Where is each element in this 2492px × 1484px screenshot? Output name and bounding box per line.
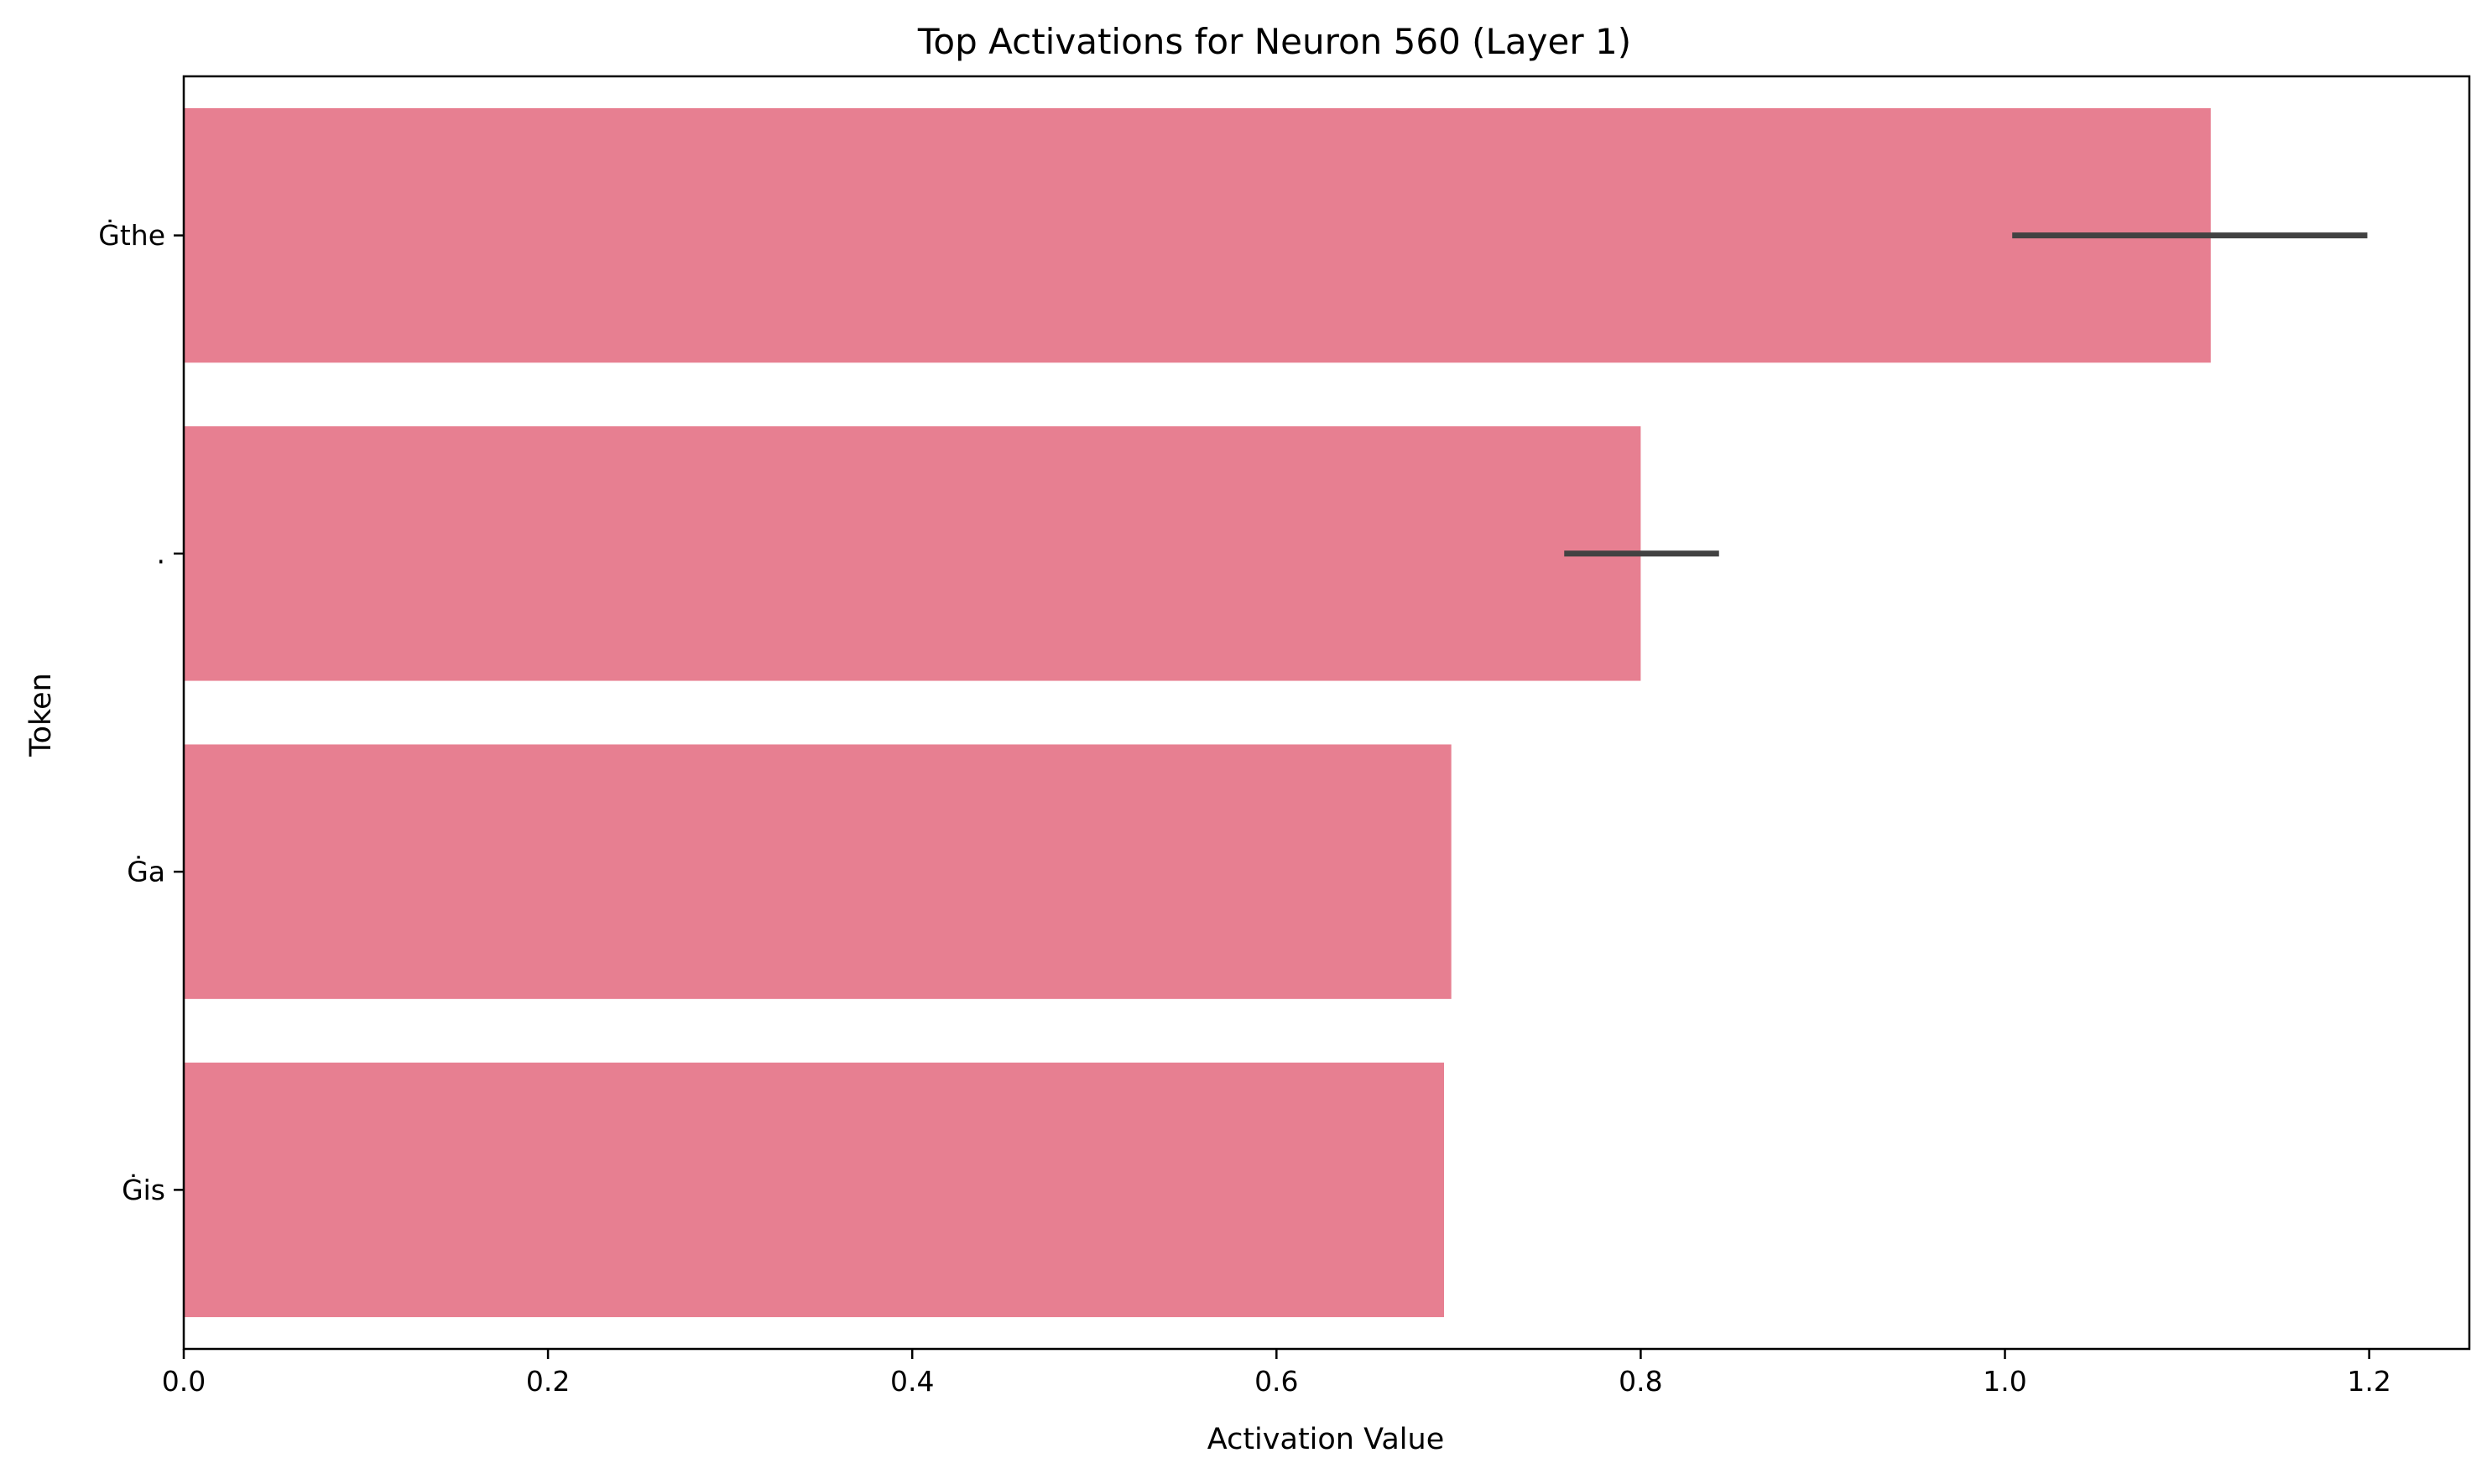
y-axis-title: Token — [24, 673, 58, 758]
y-tick-label: Ġthe — [98, 218, 165, 252]
x-tick-label: 0.8 — [1619, 1365, 1662, 1398]
y-tick-label: Ġa — [127, 855, 165, 888]
bar — [184, 744, 1452, 999]
x-tick-label: 1.0 — [1983, 1365, 2026, 1398]
ticks-group: Ġthe. Ġa Ġis 0.0 0.2 0.4 0.6 0.8 1.0 1.2 — [98, 218, 2391, 1398]
x-axis-title: Activation Value — [1207, 1423, 1444, 1456]
bar — [184, 1062, 1444, 1318]
y-tick-label: Ġis — [122, 1173, 165, 1206]
bars-group — [184, 107, 2211, 1318]
x-tick-label: 0.0 — [162, 1365, 206, 1398]
axes-group — [182, 75, 2471, 1351]
bar — [184, 426, 1641, 681]
y-tick-label: . — [157, 537, 166, 570]
x-tick-label: 1.2 — [2347, 1365, 2390, 1398]
x-tick-label: 0.6 — [1254, 1365, 1298, 1398]
x-tick-label: 0.4 — [890, 1365, 934, 1398]
bar — [184, 107, 2211, 363]
chart-title: Top Activations for Neuron 560 (Layer 1) — [917, 21, 1631, 62]
error-bars-group — [1564, 232, 2368, 557]
x-tick-label: 0.2 — [526, 1365, 570, 1398]
plot-frame — [182, 75, 2471, 1351]
